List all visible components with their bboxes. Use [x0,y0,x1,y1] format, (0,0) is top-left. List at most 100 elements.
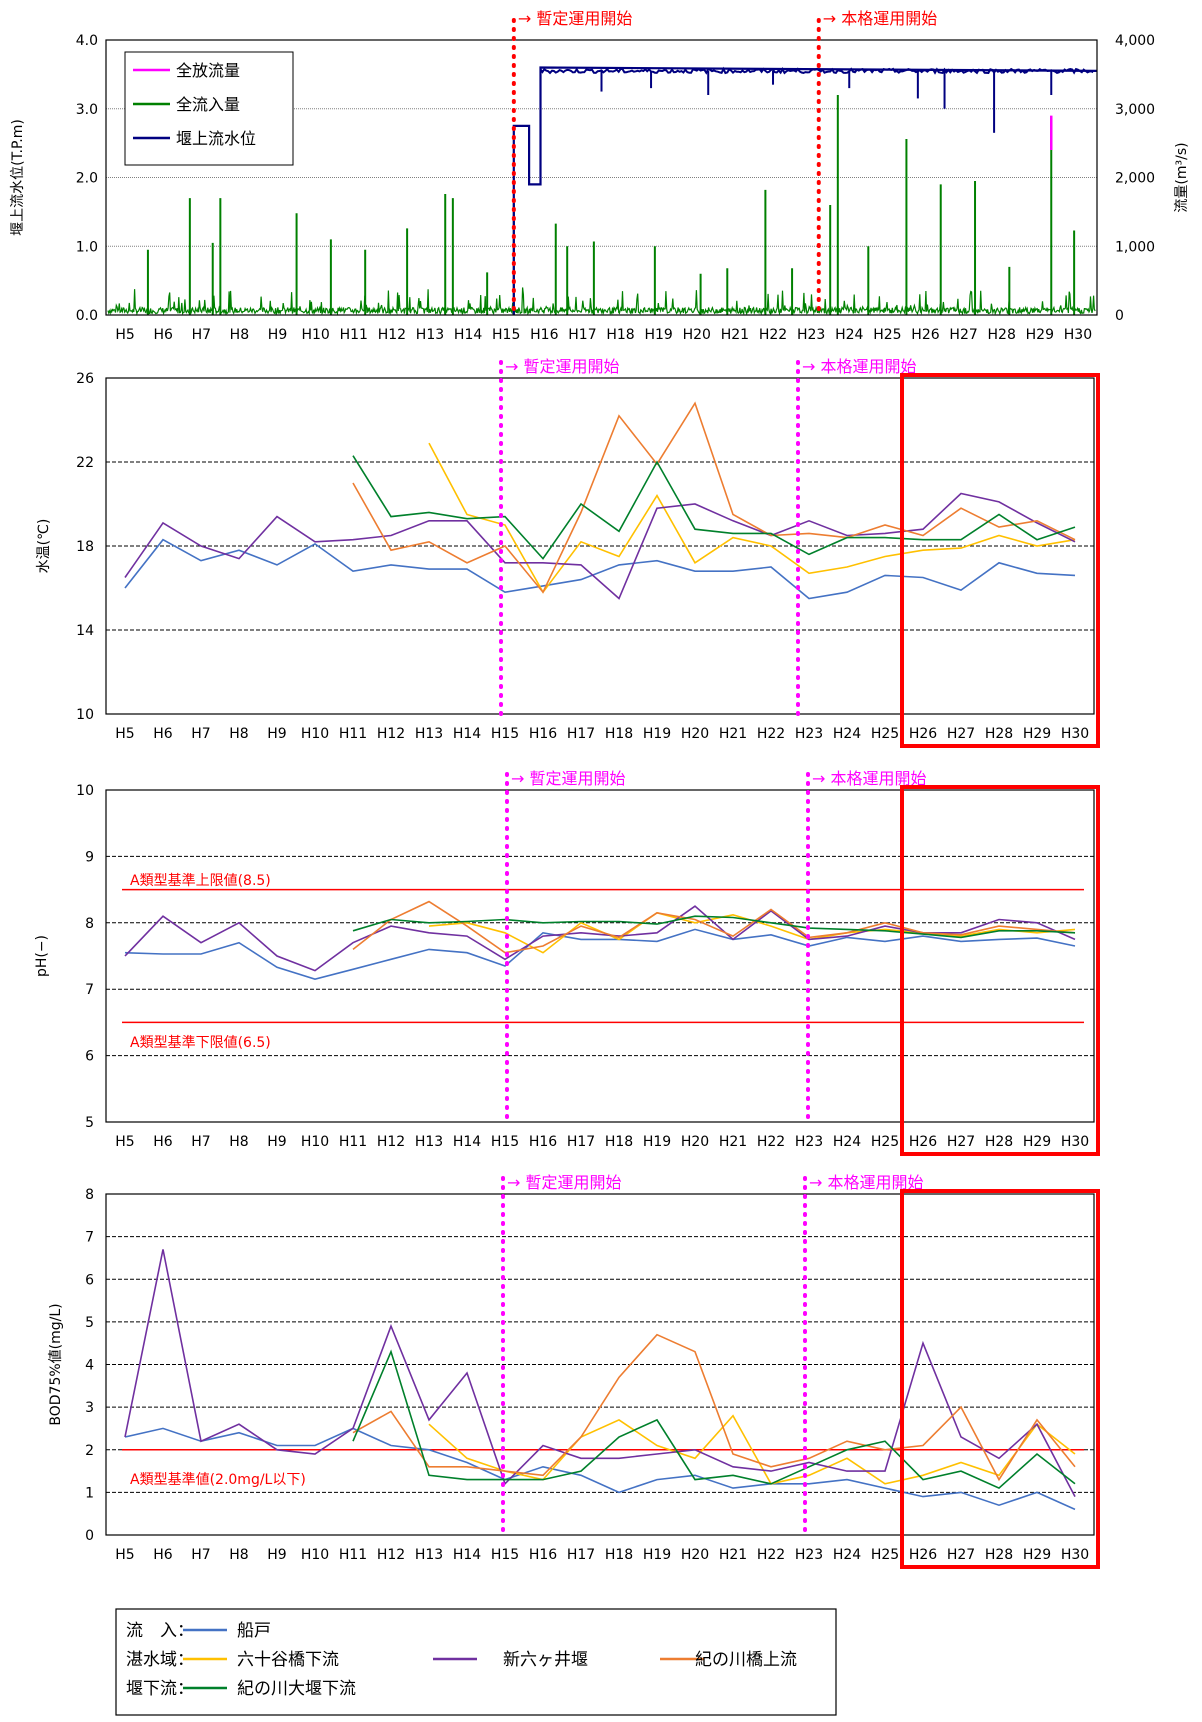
x-tick-label: H20 [681,1547,709,1563]
x-tick-label: H12 [377,1134,405,1150]
x-tick-label: H26 [909,726,937,742]
legend-label-funato: 船戸 [237,1621,271,1641]
y-tick-label: 2.0 [76,171,98,187]
flow-level-panel: 0.0 1.0 2.0 3.0 4.0 0 1,000 2,000 3,000 4,000 H5 H6… [10,9,1190,343]
x-tick-label: H16 [529,1134,557,1150]
legend-frame [115,1608,837,1716]
y-tick-label: 26 [76,371,94,387]
milestone-label: → 暫定運用開始 [507,1173,622,1192]
y-axis-title: BOD75%値(mg/L) [48,1303,64,1425]
x-tick-label: H15 [492,327,520,343]
y-tick-label: 0.0 [76,308,98,324]
milestone-label: → 暫定運用開始 [505,357,620,376]
x-tick-label: H8 [229,726,248,742]
x-tick-label: H13 [416,327,444,343]
bod-panel: 0 1 2 3 4 5 6 7 8 H5 H6 H7 H8 H9 H10 H11 H12 H13 H14 H15 H16… [48,1173,1100,1569]
x-tick-label: H20 [681,726,709,742]
x-tick-label: H28 [985,726,1013,742]
y-tick-label: 2 [85,1443,94,1459]
x-tick-label: H9 [267,1547,286,1563]
y-tick-label: 4.0 [76,33,98,49]
x-tick-label: H27 [949,327,977,343]
x-tick-label: H18 [606,327,634,343]
standard-label: A類型基準下限値(6.5) [130,1034,271,1051]
x-tick-label: H12 [377,726,405,742]
x-tick-label: H28 [985,1134,1013,1150]
plot-frame [105,789,1095,1123]
legend-group-label: 堰下流： [126,1679,194,1699]
y-tick-label: 7 [85,1230,94,1246]
x-tick-label: H13 [415,1547,443,1563]
y-tick-label: 6 [85,1049,94,1065]
x-tick-label: H9 [268,327,287,343]
x-tick-label: H7 [191,1134,210,1150]
milestone-label: → 暫定運用開始 [518,9,633,28]
x-tick-label: H26 [909,1134,937,1150]
series-line-ozeki_down [352,915,1076,939]
x-tick-label: H22 [757,726,785,742]
y-tick-label: 3 [85,1400,94,1416]
x-tick-label: H19 [645,327,673,343]
x-tick-label: H10 [301,327,329,343]
x-tick-label: H12 [378,327,406,343]
x-tick-label: H5 [115,1547,134,1563]
standard-label: A類型基準上限値(8.5) [130,872,271,889]
x-tick-label: H14 [453,726,481,742]
x-tick-label: H5 [115,1134,134,1150]
y-tick-label: 7 [85,982,94,998]
legend-label-shinrokka: 新六ヶ井堰 [503,1650,588,1670]
x-tick-label: H16 [529,1547,557,1563]
x-tick-label: H15 [491,1547,519,1563]
x-tick-label: H22 [757,1547,785,1563]
milestone-label: → 本格運用開始 [809,1173,924,1192]
x-tick-label: H27 [947,1134,975,1150]
y-tick-label: 1.0 [76,239,98,255]
milestone-label: → 本格運用開始 [823,9,938,28]
x-tick-label: H26 [911,327,939,343]
x-tick-label: H20 [681,1134,709,1150]
series-line-rokujuya [428,1414,1076,1485]
highlight-box [900,785,1100,1156]
y2-tick-label: 0 [1115,308,1124,324]
x-tick-label: H17 [568,327,596,343]
x-tick-label: H10 [301,1547,329,1563]
x-tick-label: H30 [1061,726,1089,742]
plot-frame [105,1193,1095,1536]
legend-group-label: 流 入： [126,1621,194,1641]
legend-label-ozeki_down: 紀の川大堰下流 [237,1679,356,1699]
x-tick-label: H27 [947,726,975,742]
x-tick-label: H25 [871,726,899,742]
x-tick-label: H8 [230,327,249,343]
milestone-label: → 本格運用開始 [802,357,917,376]
x-tick-label: H29 [1023,1547,1051,1563]
x-tick-label: H14 [453,1134,481,1150]
x-tick-label: H11 [339,726,367,742]
series-line-kinokawa_bashi [352,401,1076,594]
y-tick-label: 18 [76,539,94,555]
x-tick-label: H9 [267,1134,286,1150]
x-tick-label: H19 [643,1547,671,1563]
series-line-ozeki_down [352,1349,1076,1490]
highlight-box [900,373,1100,748]
y2-tick-label: 1,000 [1115,239,1155,255]
y-tick-label: 8 [85,1187,94,1203]
x-tick-label: H15 [491,1134,519,1150]
x-tick-label: H6 [153,1547,173,1563]
x-tick-label: H17 [567,1134,595,1150]
x-tick-label: H25 [873,327,901,343]
y2-tick-label: 4,000 [1115,33,1155,49]
x-tick-label: H27 [947,1547,975,1563]
level-plateau [539,66,1094,75]
inflow-baseline [107,287,1096,316]
x-tick-label: H15 [491,726,519,742]
x-tick-label: H25 [871,1547,899,1563]
x-tick-label: H16 [530,327,558,343]
x-tick-label: H21 [721,327,749,343]
x-tick-label: H14 [453,1547,481,1563]
y-axis-title: 水温(℃) [36,519,52,574]
x-tick-label: H17 [567,1547,595,1563]
x-tick-label: H22 [759,327,787,343]
series-line-shinrokka [124,1249,1076,1497]
